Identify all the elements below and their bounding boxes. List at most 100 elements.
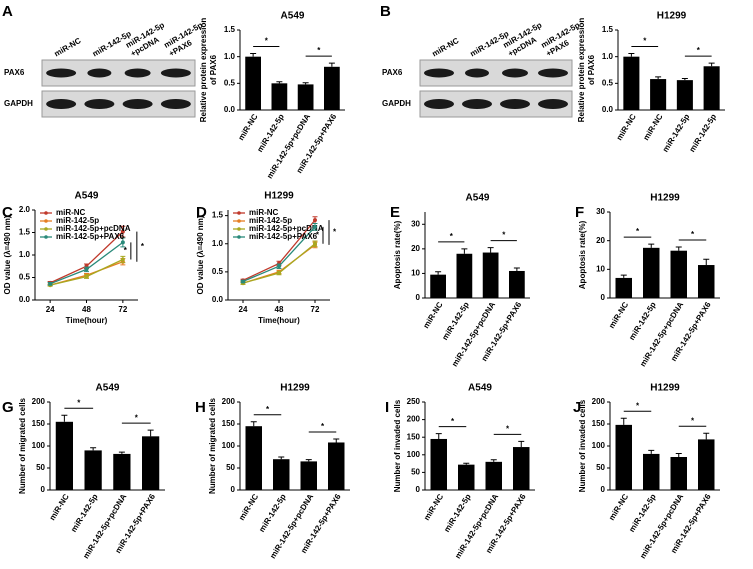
y-tick-label: 50 <box>411 468 420 477</box>
blot-band <box>84 99 115 109</box>
panel-letter: D <box>196 204 207 221</box>
y-tick-label: 0 <box>231 485 236 494</box>
significance-label: * <box>317 46 321 55</box>
significance-label: * <box>124 246 128 255</box>
bar <box>676 80 693 110</box>
error-bar <box>276 81 283 84</box>
data-point <box>120 229 125 234</box>
significance-label: * <box>636 227 640 236</box>
data-point <box>84 267 89 272</box>
blot-band <box>46 68 77 78</box>
bar <box>485 461 502 490</box>
x-tick-label: miR-142-5p <box>440 300 471 341</box>
panel-letter: A <box>2 3 13 20</box>
blot-band <box>465 68 489 78</box>
significance-label: * <box>135 413 139 422</box>
y-tick-label: 1.5 <box>19 228 31 237</box>
x-tick-label: miR-NC <box>641 112 664 142</box>
bar <box>650 79 667 110</box>
data-point <box>313 241 317 246</box>
series-line <box>49 258 124 286</box>
y-tick-label: 200 <box>32 397 46 406</box>
y-tick-label: 0.5 <box>224 78 236 87</box>
y-tick-label: 200 <box>407 415 421 424</box>
legend-label: miR-142-5p+PAX6 <box>56 232 125 241</box>
significance-label: * <box>691 230 695 239</box>
panel-letter: J <box>573 399 581 416</box>
significance-label: * <box>450 232 454 241</box>
y-tick-label: 0 <box>41 485 46 494</box>
significance-label: * <box>77 398 81 407</box>
y-axis-label: of PAX6 <box>209 54 218 85</box>
error-bar <box>61 414 68 422</box>
y-axis-label: Apoptosis rate(%) <box>393 220 402 289</box>
y-tick-label: 20 <box>596 236 605 245</box>
bar <box>615 277 632 298</box>
significance-label: * <box>321 422 325 431</box>
error-bar <box>302 82 309 85</box>
x-tick-label: 48 <box>275 305 284 314</box>
bar <box>430 438 447 490</box>
chart-title: H1299 <box>280 383 310 394</box>
legend-marker <box>44 219 48 223</box>
x-tick-label: miR-142-5p <box>257 492 288 533</box>
y-tick-label: 0.0 <box>224 105 236 114</box>
x-tick-label: miR-142-5p <box>255 112 286 153</box>
y-tick-label: 100 <box>32 441 46 450</box>
y-tick-label: 0 <box>416 485 421 494</box>
error-bar <box>490 459 497 462</box>
error-bar <box>703 432 710 440</box>
lane-label: miR-NC <box>53 36 83 59</box>
bar <box>113 453 131 490</box>
data-point <box>120 257 125 262</box>
error-bar <box>518 440 525 448</box>
y-axis-label: OD value (λ=490 nm) <box>196 215 205 294</box>
error-bar <box>628 52 635 57</box>
y-tick-label: 30 <box>596 207 605 216</box>
error-bar <box>328 62 335 67</box>
blot-band <box>462 99 492 109</box>
x-tick-label: miR-NC <box>237 492 260 522</box>
bar <box>698 439 715 490</box>
y-tick-label: 100 <box>407 450 421 459</box>
error-bar <box>90 447 97 451</box>
legend-marker <box>237 211 241 215</box>
y-axis-label: Number of migrated cells <box>18 397 27 494</box>
error-bar <box>620 274 627 278</box>
panel-letter: I <box>385 399 389 416</box>
y-tick-label: 50 <box>36 463 45 472</box>
error-bar <box>681 78 688 81</box>
error-bar <box>655 76 662 80</box>
blot-row-label: PAX6 <box>4 68 25 77</box>
data-point <box>313 224 317 229</box>
chart-title: H1299 <box>657 11 687 22</box>
significance-label: * <box>141 242 145 251</box>
x-tick-label: miR-NC <box>236 112 259 142</box>
chart-title: A549 <box>281 11 305 22</box>
bar <box>509 270 525 298</box>
bar <box>615 424 632 490</box>
blot-band <box>160 68 191 78</box>
error-bar <box>463 462 470 465</box>
x-axis-label: Time(hour) <box>258 316 300 325</box>
legend-label: miR-NC <box>249 208 279 217</box>
chart-title: A549 <box>75 191 99 202</box>
significance-label: * <box>697 46 701 55</box>
y-axis-label: Relative protein expression <box>577 18 586 123</box>
error-bar <box>278 456 285 460</box>
panel-letter: G <box>2 399 14 416</box>
error-bar <box>461 248 468 254</box>
chart-title: A549 <box>466 193 490 204</box>
error-bar <box>333 438 340 443</box>
y-tick-label: 0.5 <box>19 273 31 282</box>
x-tick-label: miR-NC <box>607 300 630 330</box>
bar <box>297 84 314 110</box>
significance-label: * <box>636 401 640 410</box>
y-tick-label: 0.0 <box>212 295 224 304</box>
y-tick-label: 1.5 <box>224 25 236 34</box>
panel-letter: B <box>380 3 391 20</box>
bar <box>456 253 473 298</box>
x-tick-label: 24 <box>239 305 248 314</box>
chart-title: A549 <box>468 383 492 394</box>
